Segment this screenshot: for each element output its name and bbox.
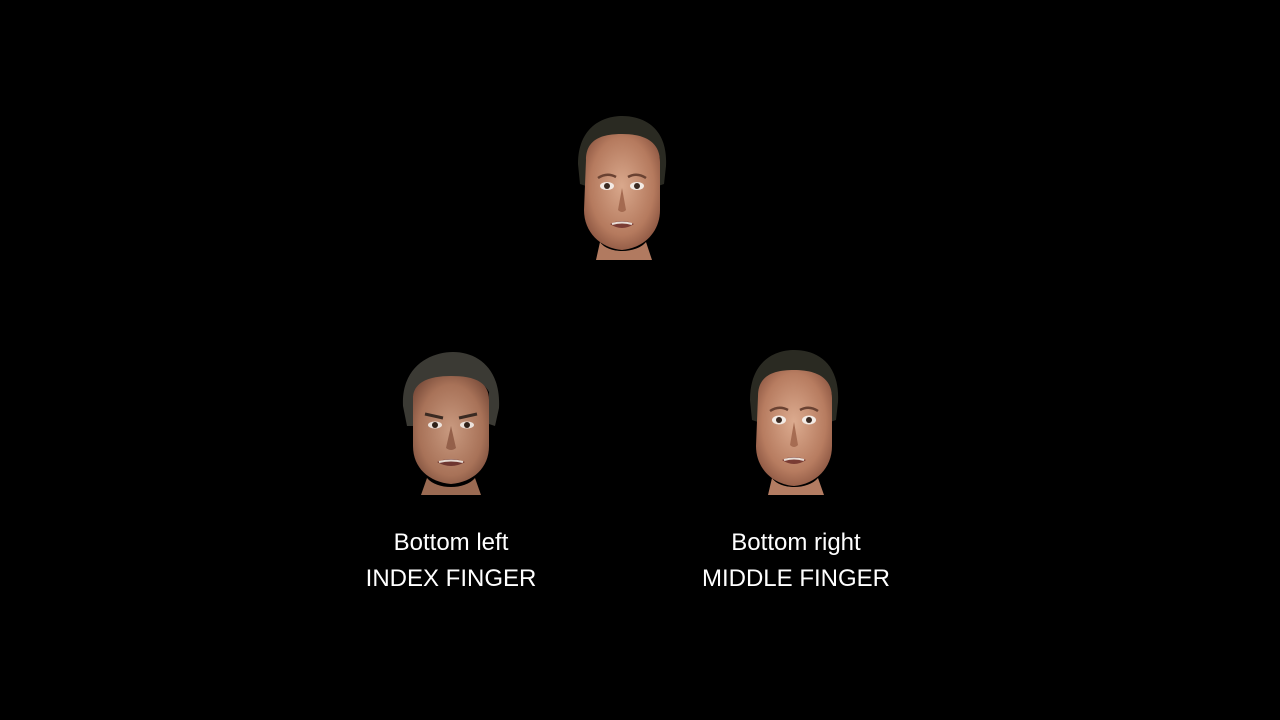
left-choice-position-label: Bottom left (393, 529, 509, 556)
right-choice-caption: Bottom right MIDDLE FINGER (636, 525, 956, 597)
target-face-image (574, 114, 670, 262)
right-choice-position-label: Bottom right (731, 529, 861, 556)
face-photo-icon (578, 116, 667, 260)
face-photo-icon (402, 352, 500, 495)
left-choice-finger-label: INDEX FINGER (365, 565, 537, 592)
left-choice-face-image (401, 350, 501, 495)
left-choice-caption: Bottom left INDEX FINGER (291, 525, 611, 597)
right-choice-face-image (746, 348, 842, 495)
face-photo-icon (750, 350, 839, 495)
right-choice-finger-label: MIDDLE FINGER (701, 565, 890, 592)
